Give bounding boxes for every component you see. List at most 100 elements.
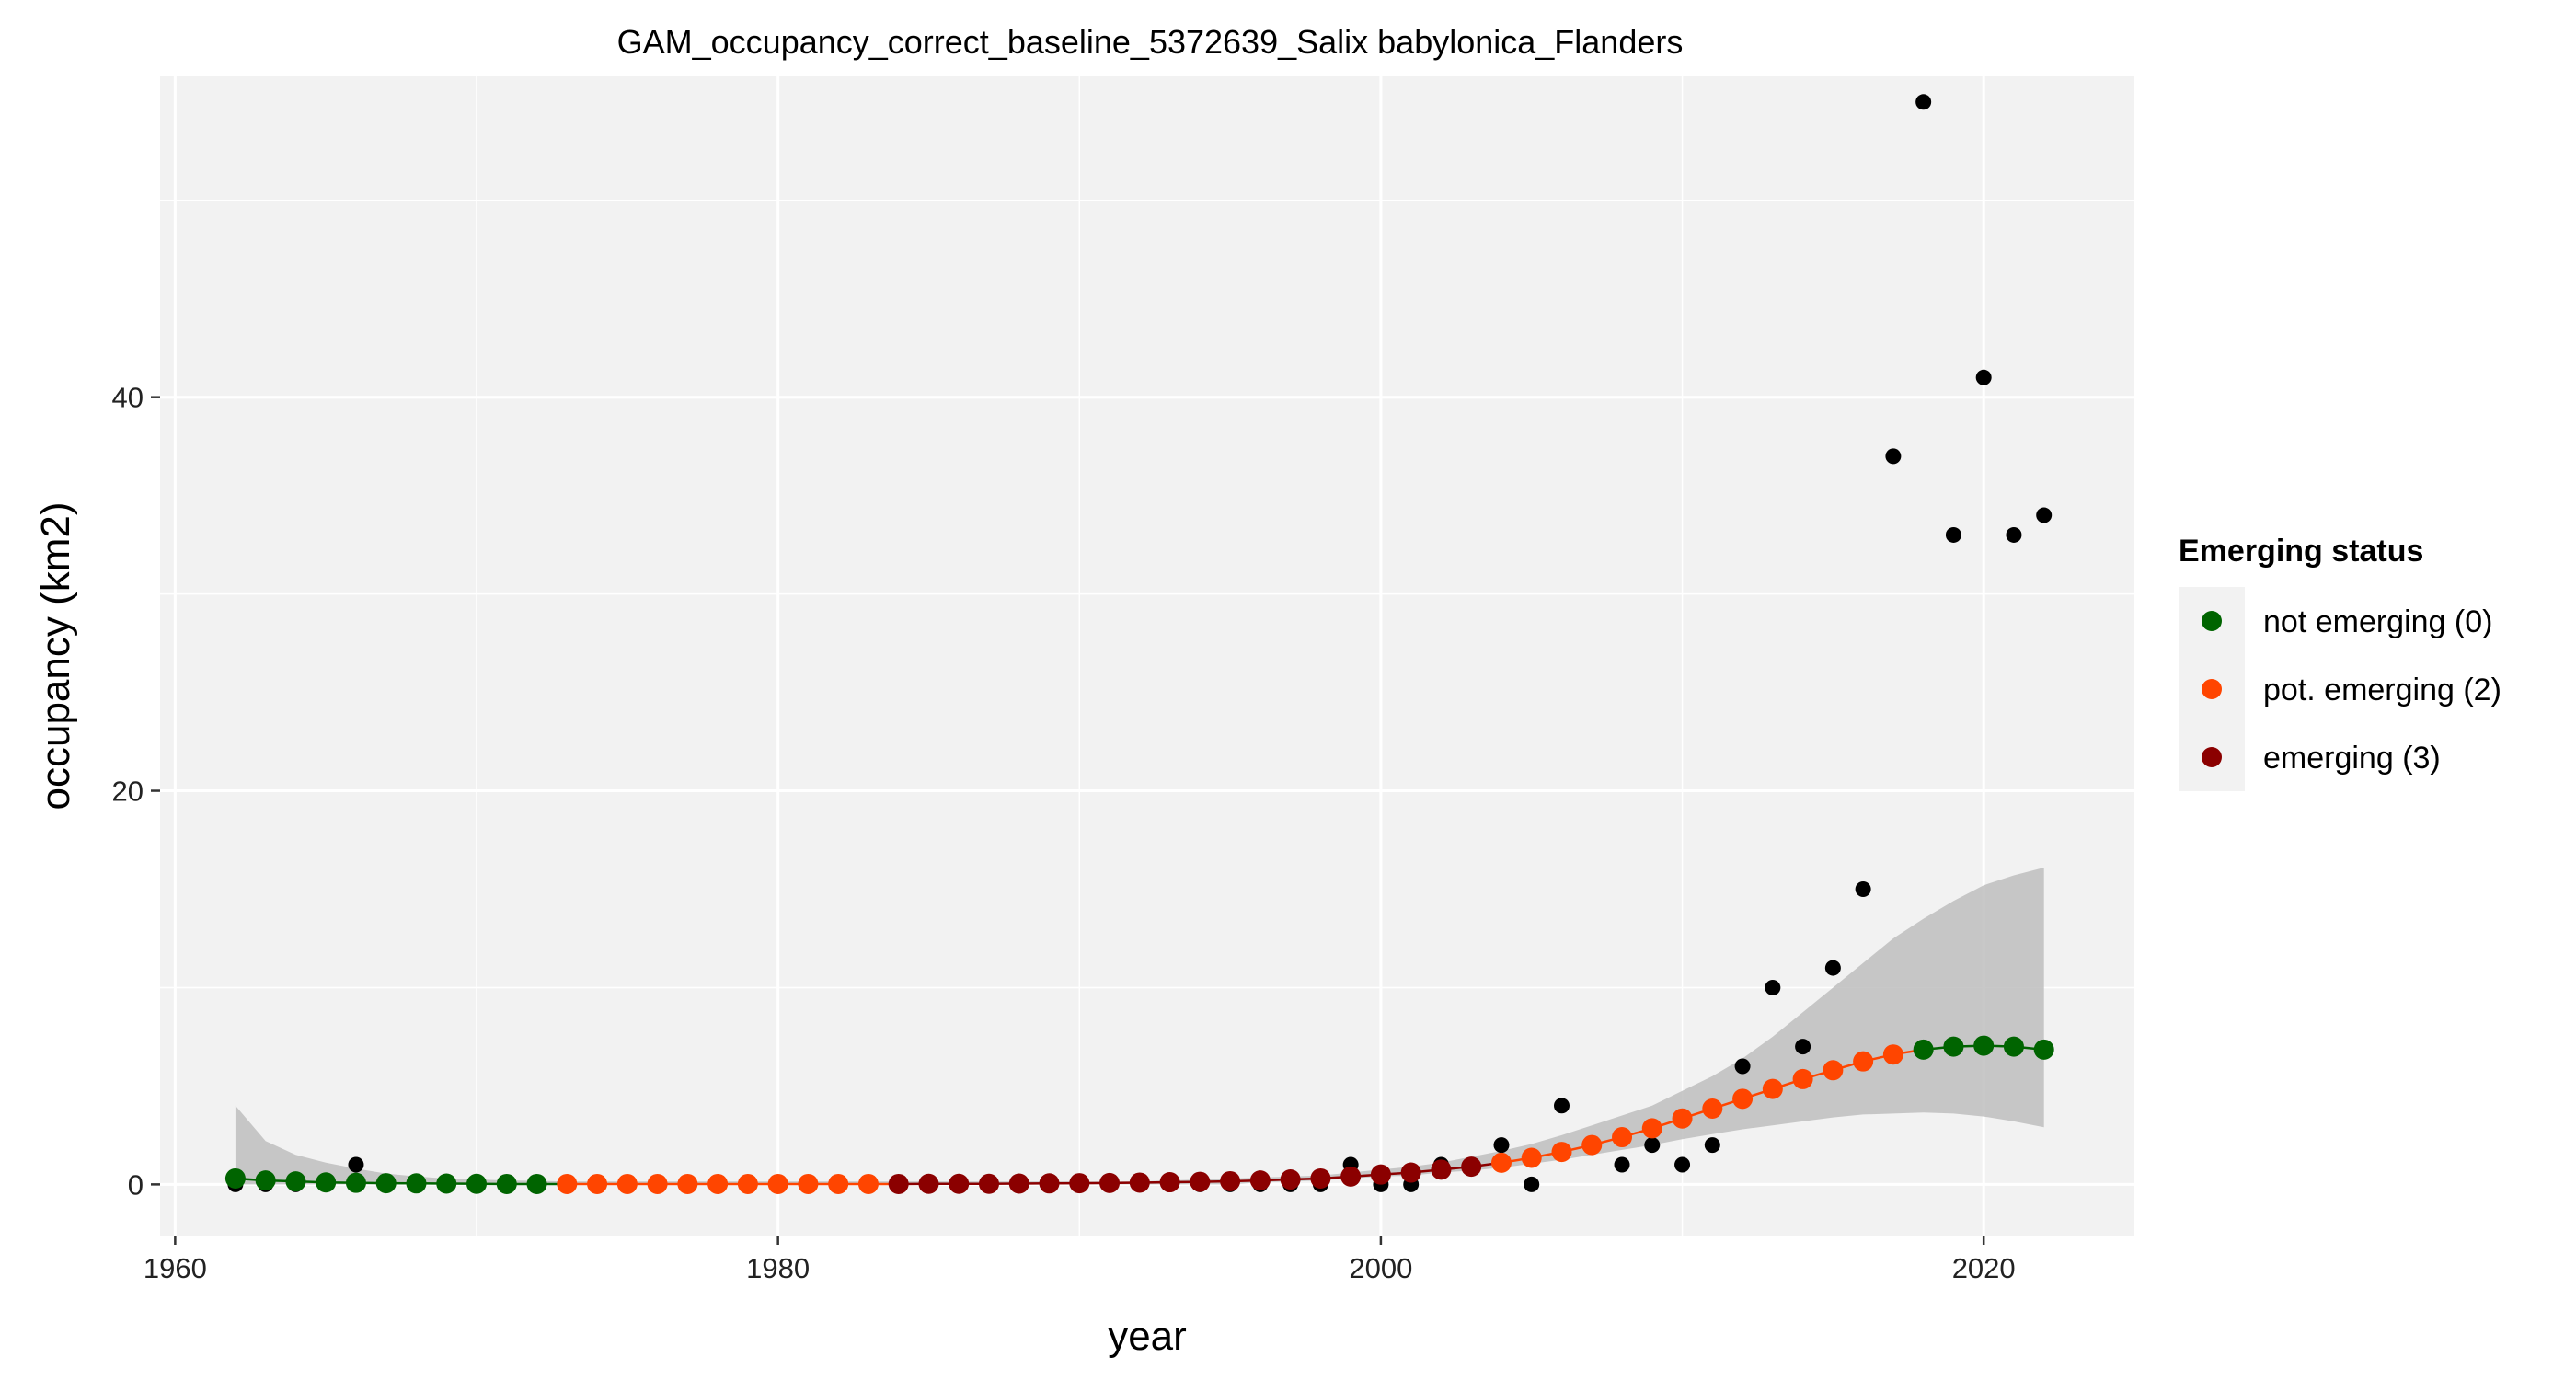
grid-minor [160, 76, 2134, 1236]
fitted-point [798, 1173, 819, 1194]
fitted-point [406, 1173, 427, 1194]
observed-point [1553, 1098, 1570, 1114]
observed-point [1855, 880, 1871, 897]
observed-point [1915, 94, 1932, 110]
fitted-point [677, 1173, 698, 1194]
legend-key [2202, 747, 2222, 767]
fitted-point [466, 1173, 488, 1194]
x-tick-label: 1980 [746, 1252, 810, 1284]
fitted-point [316, 1172, 337, 1193]
x-tick-label: 2000 [1349, 1252, 1412, 1284]
observed-point [1885, 448, 1902, 465]
observed-point [348, 1156, 364, 1173]
fitted-point [1641, 1118, 1662, 1139]
observed-point [1524, 1176, 1540, 1192]
fitted-point [557, 1173, 578, 1194]
fitted-point [707, 1173, 729, 1194]
fitted-point [1612, 1127, 1633, 1148]
observed-point [1945, 526, 1961, 543]
fitted-point [1461, 1156, 1482, 1178]
fitted-point [1792, 1068, 1813, 1089]
fitted-point [1431, 1159, 1452, 1180]
fitted-point [828, 1173, 849, 1194]
fitted-point [767, 1173, 788, 1194]
fitted-point [1340, 1166, 1362, 1187]
y-axis-title: occupancy (km2) [33, 501, 78, 810]
fitted-point [1943, 1036, 1964, 1057]
observed-point [2006, 526, 2022, 543]
fitted-point [1099, 1172, 1121, 1193]
observed-point [1795, 1039, 1811, 1055]
fitted-point [1581, 1134, 1603, 1156]
fitted-point [2033, 1039, 2054, 1060]
fitted-point [1823, 1060, 1844, 1081]
legend-key [2202, 679, 2222, 699]
fitted-point [1159, 1172, 1180, 1193]
fitted-point [1370, 1164, 1391, 1185]
fitted-point [857, 1173, 879, 1194]
fitted-point [1490, 1152, 1512, 1173]
x-tick-label: 2020 [1952, 1252, 2016, 1284]
fitted-point [1913, 1039, 1934, 1060]
observed-point [1644, 1137, 1661, 1154]
fitted-point [1190, 1171, 1211, 1192]
y-tick-label: 40 [112, 382, 144, 414]
observed-point [1614, 1156, 1630, 1173]
legend-label: pot. emerging (2) [2263, 673, 2501, 707]
fitted-point [1039, 1173, 1060, 1194]
fitted-point [1249, 1170, 1271, 1191]
fitted-points [224, 1035, 2054, 1194]
fitted-point [1551, 1142, 1572, 1163]
y-tick-label: 20 [112, 776, 144, 808]
fitted-point [1008, 1173, 1029, 1194]
x-tick-label: 1960 [144, 1252, 207, 1284]
fitted-point [616, 1173, 638, 1194]
fitted-point [1069, 1173, 1090, 1194]
observed-point [1493, 1137, 1510, 1154]
fitted-point [1732, 1088, 1754, 1110]
legend-label: emerging (3) [2263, 741, 2441, 776]
y-tick-label: 0 [128, 1168, 144, 1201]
observed-point [1734, 1058, 1751, 1075]
fitted-point [978, 1173, 999, 1194]
y-axis: 0 20 40 [112, 382, 160, 1201]
fitted-point [587, 1173, 608, 1194]
fitted-point [1973, 1035, 1995, 1056]
fitted-point [647, 1173, 668, 1194]
observed-point [2036, 507, 2053, 523]
fitted-point [888, 1173, 909, 1194]
fitted-point [285, 1171, 306, 1192]
observed-point [1975, 369, 1992, 385]
observed-point [1704, 1137, 1720, 1154]
legend: Emerging status not emerging (0) pot. eme… [2179, 534, 2501, 791]
observed-point [1824, 960, 1841, 976]
fitted-point [436, 1173, 457, 1194]
fitted-point [1521, 1147, 1542, 1168]
fitted-point [1882, 1044, 1903, 1065]
fitted-point [1220, 1170, 1241, 1191]
fitted-point [2003, 1036, 2024, 1057]
fitted-point [918, 1173, 939, 1194]
fitted-point [1702, 1098, 1723, 1120]
legend-title: Emerging status [2179, 534, 2423, 569]
fitted-point [255, 1170, 276, 1191]
fitted-point [949, 1173, 970, 1194]
observed-point [1765, 979, 1781, 995]
legend-entries: not emerging (0) pot. emerging (2) emergin… [2202, 604, 2501, 776]
fitted-point [737, 1173, 758, 1194]
legend-label: not emerging (0) [2263, 604, 2492, 639]
fitted-point [224, 1167, 246, 1189]
fitted-point [1280, 1169, 1301, 1190]
fitted-point [1310, 1167, 1331, 1189]
chart-title: GAM_occupancy_correct_baseline_5372639_S… [617, 23, 1684, 61]
fitted-point [1672, 1108, 1693, 1129]
fitted-point [375, 1173, 397, 1194]
legend-key [2202, 611, 2222, 631]
fitted-point [526, 1173, 547, 1194]
fitted-point [1762, 1078, 1783, 1099]
fitted-point [1853, 1051, 1874, 1072]
fitted-point [496, 1173, 517, 1194]
x-axis: 1960 1980 2000 2020 [144, 1236, 2016, 1284]
fitted-point [345, 1172, 366, 1193]
